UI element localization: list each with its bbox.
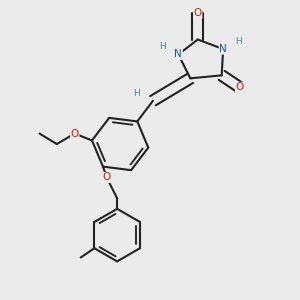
Text: H: H: [133, 89, 140, 98]
Text: H: H: [235, 37, 242, 46]
Text: O: O: [103, 172, 111, 182]
Text: H: H: [160, 43, 166, 52]
Text: O: O: [194, 8, 202, 18]
Text: O: O: [236, 82, 244, 92]
Text: N: N: [219, 44, 227, 54]
Text: O: O: [70, 129, 79, 139]
Text: N: N: [175, 50, 182, 59]
